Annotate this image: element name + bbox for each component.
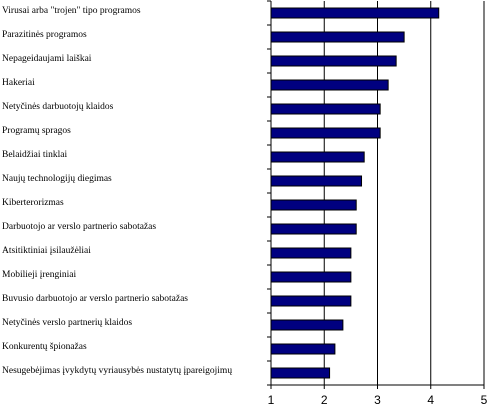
y-tick-label: Darbuotojo ar verslo partnerio sabotažas [2, 222, 156, 232]
bar [270, 79, 389, 91]
y-tick-label: Naujų technologijų diegimas [2, 174, 112, 184]
bar [270, 127, 381, 139]
y-tick-label: Hakeriai [2, 78, 35, 88]
y-tick-label: Programų spragos [2, 126, 71, 136]
bar [270, 151, 365, 163]
x-tick-label: 4 [427, 393, 434, 407]
bar [270, 7, 440, 19]
bar [270, 175, 363, 187]
bar [270, 271, 352, 283]
x-tick-label: 3 [374, 393, 381, 407]
y-tick-label: Netyčinės verslo partnerių klaidos [2, 318, 132, 328]
x-tick-label: 1 [268, 393, 275, 407]
bar [270, 367, 331, 379]
y-tick-label: Nesugebėjimas įvykdytų vyriausybės nusta… [2, 366, 232, 376]
x-tick-label: 2 [321, 393, 328, 407]
y-tick-label: Nepageidaujami laiškai [2, 54, 92, 64]
y-tick-label: Mobilieji įrenginiai [2, 270, 77, 280]
bar [270, 223, 357, 235]
x-tick-label: 5 [481, 393, 488, 407]
y-tick-label: Parazitinės programos [2, 30, 87, 40]
y-tick-label: Buvusio darbuotojo ar verslo partnerio s… [2, 294, 188, 304]
bar [270, 31, 405, 43]
y-tick-label: Netyčinės darbuotojų klaidos [2, 102, 114, 112]
y-tick-label: Kiberterorizmas [2, 198, 64, 208]
bar [270, 319, 344, 331]
y-tick-label: Atsitiktiniai įsilaužėliai [2, 246, 91, 256]
bar [270, 247, 352, 259]
bar [270, 295, 352, 307]
y-tick-label: Belaidžiai tinklai [2, 150, 68, 160]
bar [270, 103, 381, 115]
y-tick-label: Konkurentų špionažas [2, 342, 87, 352]
bar [270, 199, 357, 211]
bar [270, 343, 336, 355]
bar [270, 55, 397, 67]
y-tick-label: Virusai arba "trojen" tipo programos [2, 6, 141, 16]
